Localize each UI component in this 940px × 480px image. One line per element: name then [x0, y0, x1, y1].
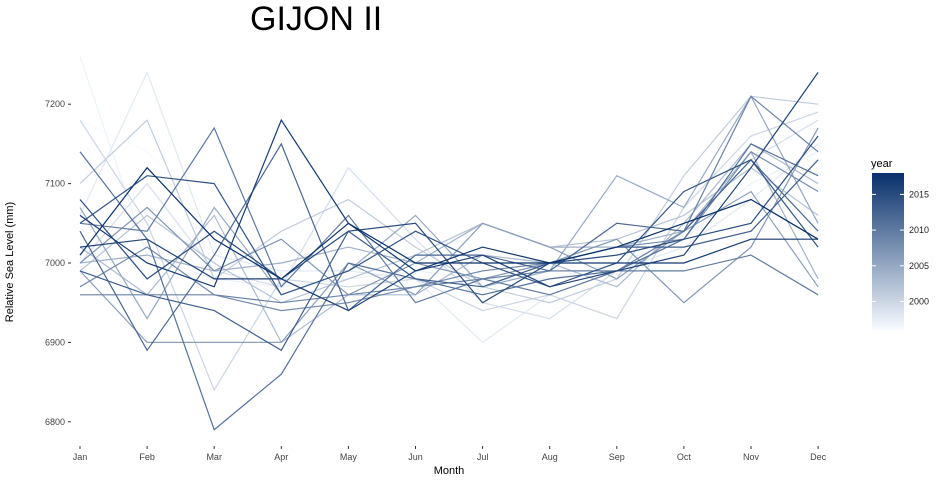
x-tick-label: Nov [743, 452, 760, 462]
x-tick-label: Jan [73, 452, 88, 462]
series-line-2014 [79, 159, 819, 296]
series-line-2008 [79, 151, 819, 312]
x-tick-label: Aug [542, 452, 558, 462]
series-line-2004 [79, 150, 819, 280]
series-line-2011 [79, 143, 819, 431]
y-tick-label: 6900 [45, 337, 65, 347]
series-line-2005 [79, 95, 819, 320]
x-tick-label: Oct [677, 452, 692, 462]
x-tick-label: Dec [810, 452, 827, 462]
x-tick-label: May [340, 452, 358, 462]
x-tick-label: Jul [477, 452, 489, 462]
series-line-1997 [79, 56, 819, 288]
series-line-2010 [79, 126, 819, 304]
series-line-2018 [79, 166, 819, 280]
y-tick-label: 7100 [45, 179, 65, 189]
x-axis: Jan Feb Mar Apr May Jun Jul Aug Sep Oct Nov Dec [73, 446, 827, 462]
series-line-2007 [79, 127, 819, 304]
series-line-2013 [79, 159, 819, 352]
legend-tick-label: 2010 [909, 225, 929, 235]
series-line-2003 [79, 143, 819, 344]
series-lines [79, 56, 819, 431]
x-tick-label: Apr [274, 452, 288, 462]
y-tick-label: 7200 [45, 99, 65, 109]
year-legend: year 2000 2005 2010 2015 [871, 158, 929, 330]
series-line-2017 [79, 118, 819, 288]
legend-tick-label: 2015 [909, 189, 929, 199]
x-tick-label: Feb [139, 452, 155, 462]
y-tick-label: 7000 [45, 258, 65, 268]
y-tick-label: 6800 [45, 417, 65, 427]
x-tick-label: Sep [609, 452, 625, 462]
x-tick-label: Jun [408, 452, 423, 462]
legend-title: year [871, 158, 893, 170]
legend-tick-label: 2000 [909, 296, 929, 306]
series-line-2001 [79, 95, 819, 304]
y-axis: 6800 6900 7000 7100 7200 [45, 99, 71, 427]
series-line-1998 [79, 70, 819, 344]
legend-colorbar [872, 173, 904, 330]
y-axis-label: Relative Sea Level (mm) [4, 202, 16, 322]
legend-tick-label: 2005 [909, 261, 929, 271]
x-axis-label: Month [434, 465, 465, 477]
chart-title: GIJON II [250, 0, 382, 38]
x-tick-label: Mar [206, 452, 222, 462]
series-line-2000 [79, 111, 819, 392]
